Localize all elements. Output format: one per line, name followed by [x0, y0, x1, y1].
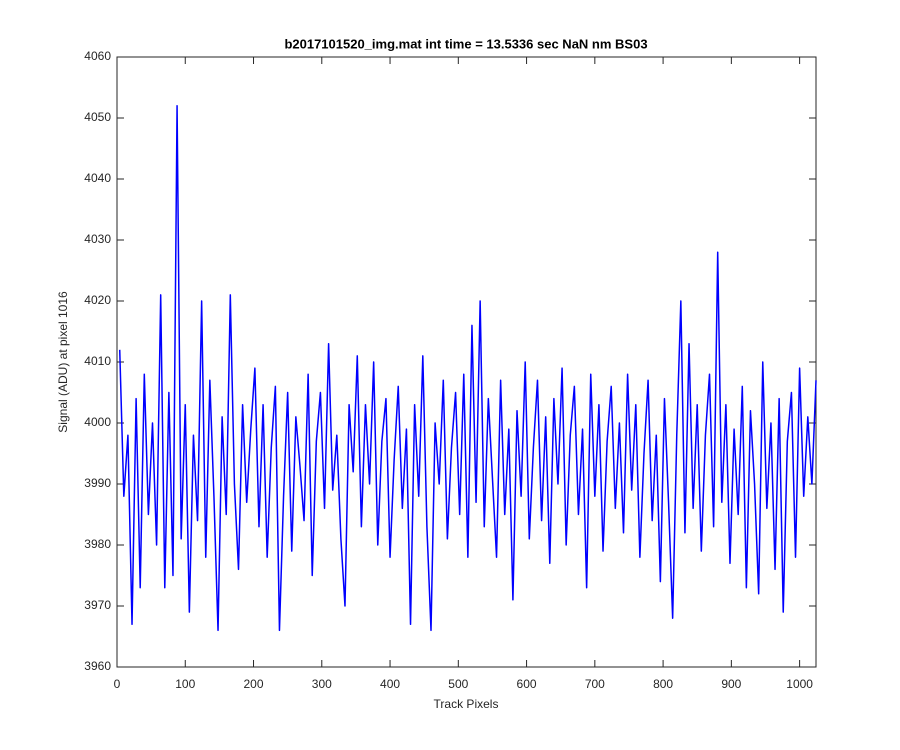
x-tick-label: 500 [448, 677, 468, 691]
y-tick-label: 4020 [84, 293, 111, 307]
x-tick-label: 100 [175, 677, 195, 691]
chart-title: b2017101520_img.mat int time = 13.5336 s… [284, 36, 647, 51]
data-line [118, 105, 817, 632]
x-tick-label: 200 [244, 677, 264, 691]
y-tick-label: 3980 [84, 537, 111, 551]
y-tick-label: 3960 [84, 659, 111, 673]
y-tick-label: 4010 [84, 354, 111, 368]
x-tick-label: 700 [585, 677, 605, 691]
y-tick-label: 3970 [84, 598, 111, 612]
x-tick-label: 300 [312, 677, 332, 691]
plot-area [116, 56, 817, 668]
y-axis-label: Signal (ADU) at pixel 1016 [56, 291, 70, 433]
x-tick-label: 900 [721, 677, 741, 691]
y-tick-label: 4050 [84, 110, 111, 124]
x-tick-label: 800 [653, 677, 673, 691]
y-tick-label: 4030 [84, 232, 111, 246]
x-tick-label: 0 [114, 677, 121, 691]
y-tick-label: 3990 [84, 476, 111, 490]
x-tick-label: 400 [380, 677, 400, 691]
x-tick-label: 600 [517, 677, 537, 691]
y-tick-label: 4040 [84, 171, 111, 185]
y-tick-label: 4060 [84, 49, 111, 63]
x-axis-label: Track Pixels [434, 697, 499, 711]
y-tick-label: 4000 [84, 415, 111, 429]
x-tick-label: 1000 [786, 677, 813, 691]
